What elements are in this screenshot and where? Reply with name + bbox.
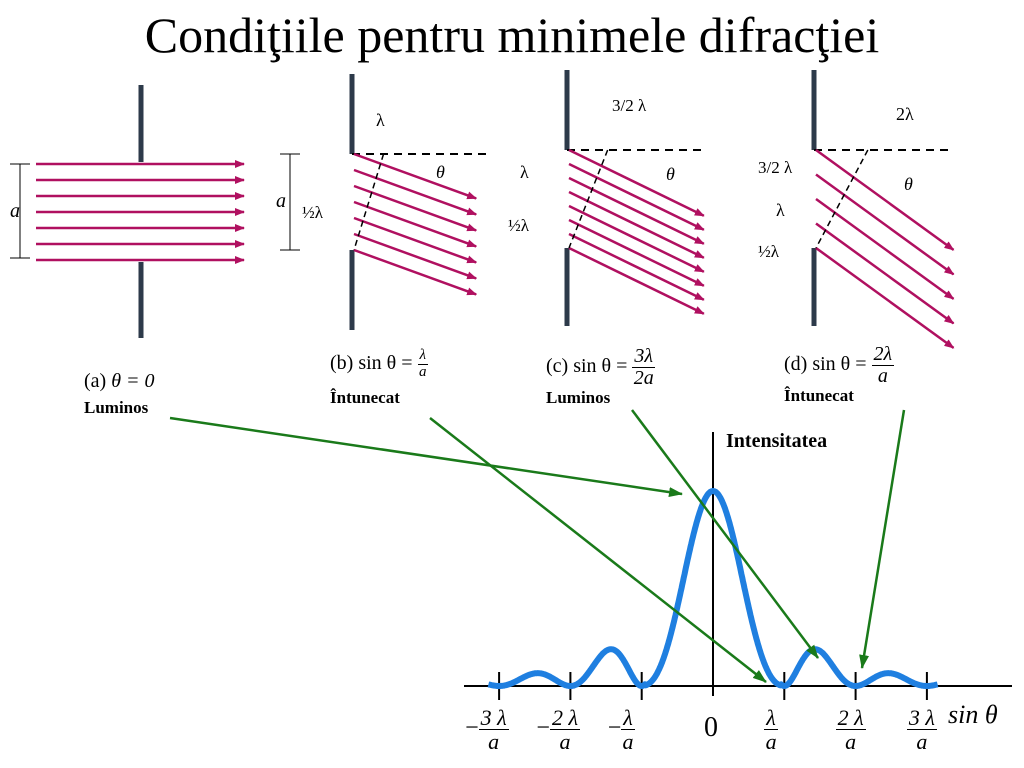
- diffracted-ray: [353, 152, 478, 200]
- lambda-label-b: λ: [376, 110, 385, 130]
- wavefront-line: [353, 153, 385, 251]
- theta-label-d: θ: [904, 174, 913, 194]
- intensity-curve: [486, 488, 940, 689]
- caption-d: (d) sin θ = 2λ a: [784, 343, 895, 387]
- three-half-lambda-label-d: 3/2 λ: [758, 158, 793, 177]
- diffracted-ray: [815, 148, 955, 251]
- diffracted-ray: [353, 248, 478, 296]
- state-label-d: Întunecat: [784, 386, 854, 405]
- panel-b: [280, 74, 487, 330]
- lambda-label-d: λ: [776, 200, 785, 220]
- state-label-c: Luminos: [546, 388, 611, 407]
- sin-theta-axis-label: sin θ: [948, 700, 998, 729]
- diffracted-ray: [568, 148, 705, 217]
- pointer-arrow: [631, 409, 819, 659]
- caption-c: (c) sin θ = 3λ 2a: [546, 345, 656, 389]
- half-lambda-label-d: ½λ: [758, 242, 779, 261]
- pointer-arrow: [859, 409, 906, 669]
- diffracted-ray: [568, 204, 705, 273]
- two-lambda-label-d: 2λ: [896, 104, 914, 124]
- panel-a: [10, 85, 245, 338]
- diffracted-ray: [568, 176, 705, 245]
- theta-label-c: θ: [666, 164, 675, 184]
- diffracted-ray: [568, 162, 705, 231]
- diffracted-ray: [568, 218, 705, 287]
- panel-c: [564, 70, 705, 326]
- x-tick-label: − λ a: [607, 705, 635, 755]
- slit-width-label-b: a: [276, 190, 286, 212]
- diffracted-ray: [568, 246, 705, 315]
- diffracted-ray: [353, 216, 478, 264]
- pointer-arrow: [429, 417, 767, 683]
- diffracted-ray: [353, 168, 478, 216]
- pointer-arrow: [169, 416, 683, 498]
- diffracted-ray: [815, 173, 955, 276]
- diffracted-ray: [815, 222, 955, 325]
- x-tick-label: 0: [704, 712, 718, 743]
- diffracted-ray: [568, 232, 705, 301]
- wavefront-line: [568, 149, 609, 249]
- panel-d: [811, 70, 955, 349]
- intensity-axis-label: Intensitatea: [726, 430, 828, 452]
- diffracted-ray: [353, 200, 478, 248]
- diffracted-ray: [815, 246, 955, 349]
- state-label-b: Întunecat: [330, 388, 400, 407]
- diffracted-ray: [815, 197, 955, 300]
- three-half-lambda-label-c: 3/2 λ: [612, 96, 647, 115]
- wavefront-line: [815, 149, 869, 249]
- caption-a: (a) θ = 0: [84, 370, 155, 392]
- slit-width-label-a: a: [10, 200, 20, 222]
- diffracted-ray: [353, 232, 478, 280]
- page-title: Condiţiile pentru minimele difracţiei: [144, 7, 880, 63]
- lambda-label-c: λ: [520, 162, 529, 182]
- half-lambda-label-c: ½λ: [508, 216, 529, 235]
- half-lambda-label-b: ½λ: [302, 203, 323, 222]
- diffracted-ray: [568, 190, 705, 259]
- diffracted-ray: [353, 184, 478, 232]
- theta-label-b: θ: [436, 162, 445, 182]
- state-label-a: Luminos: [84, 398, 149, 417]
